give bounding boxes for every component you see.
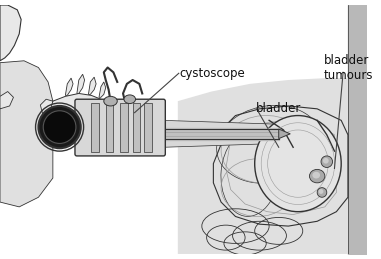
Ellipse shape — [317, 188, 327, 197]
Ellipse shape — [255, 116, 341, 212]
Polygon shape — [0, 61, 53, 207]
FancyBboxPatch shape — [75, 99, 165, 156]
Polygon shape — [0, 91, 13, 109]
Polygon shape — [40, 99, 53, 118]
Bar — [91, 103, 99, 152]
Polygon shape — [88, 77, 96, 95]
Polygon shape — [163, 120, 279, 147]
Bar — [106, 103, 114, 152]
Text: bladder
tumours: bladder tumours — [324, 54, 374, 82]
Polygon shape — [77, 74, 85, 93]
Ellipse shape — [124, 95, 136, 104]
Ellipse shape — [309, 169, 325, 183]
Polygon shape — [46, 93, 104, 130]
Ellipse shape — [323, 158, 329, 164]
Bar — [133, 103, 140, 152]
Circle shape — [38, 106, 81, 148]
Polygon shape — [279, 129, 290, 139]
Bar — [144, 103, 152, 152]
Text: bladder: bladder — [256, 102, 302, 115]
Circle shape — [43, 111, 76, 143]
Ellipse shape — [319, 189, 323, 194]
Text: cystoscope: cystoscope — [179, 67, 245, 80]
Polygon shape — [99, 82, 106, 97]
Ellipse shape — [312, 172, 320, 178]
Polygon shape — [178, 78, 348, 254]
Ellipse shape — [321, 156, 333, 168]
Bar — [120, 103, 128, 152]
Polygon shape — [66, 78, 73, 95]
Polygon shape — [0, 5, 21, 61]
Ellipse shape — [104, 96, 117, 106]
